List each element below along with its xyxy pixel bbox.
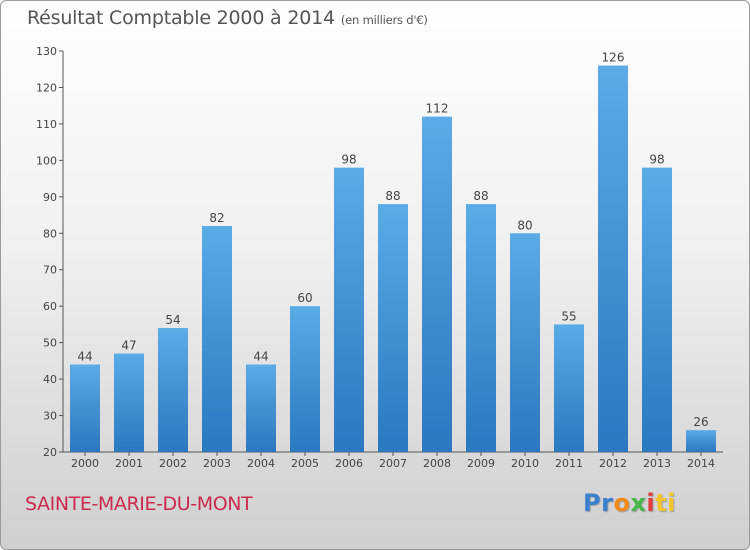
bar-2012 (598, 65, 628, 452)
data-label-2005: 60 (297, 291, 312, 305)
x-tick-label: 2014 (687, 457, 715, 470)
bar-2005 (290, 306, 320, 452)
bar-2013 (642, 167, 672, 452)
y-tick-label: 70 (43, 264, 57, 277)
x-tick-label: 2000 (71, 457, 99, 470)
data-label-2011: 55 (561, 309, 576, 323)
y-tick-label: 90 (43, 191, 57, 204)
y-tick-label: 120 (36, 81, 57, 94)
bar-2001 (114, 353, 144, 452)
y-tick-label: 130 (36, 45, 57, 58)
x-tick-label: 2006 (335, 457, 363, 470)
x-tick-label: 2009 (467, 457, 495, 470)
data-label-2009: 88 (473, 189, 488, 203)
bar-2006 (334, 167, 364, 452)
proxiti-logo: Proxiti (583, 489, 676, 517)
y-tick-label: 110 (36, 118, 57, 131)
data-label-2014: 26 (693, 415, 708, 429)
x-tick-label: 2004 (247, 457, 275, 470)
bar-2008 (422, 116, 452, 453)
x-tick-label: 2003 (203, 457, 231, 470)
data-label-2012: 126 (602, 51, 625, 65)
y-tick-label: 50 (43, 337, 57, 350)
bar-2007 (378, 204, 408, 452)
x-tick-label: 2002 (159, 457, 187, 470)
data-label-2008: 112 (426, 102, 449, 116)
x-tick-label: 2008 (423, 457, 451, 470)
bar-2000 (70, 364, 100, 452)
bar-2014 (686, 430, 716, 452)
data-label-2004: 44 (253, 350, 268, 364)
y-tick-label: 30 (43, 410, 57, 423)
y-tick-label: 80 (43, 227, 57, 240)
x-tick-label: 2005 (291, 457, 319, 470)
data-label-2013: 98 (649, 153, 664, 167)
data-label-2007: 88 (385, 189, 400, 203)
x-tick-label: 2001 (115, 457, 143, 470)
chart-subtitle: (en milliers d'€) (340, 13, 428, 27)
y-tick-label: 60 (43, 300, 57, 313)
bar-2002 (158, 328, 188, 452)
data-label-2006: 98 (341, 153, 356, 167)
x-tick-label: 2007 (379, 457, 407, 470)
bar-2011 (554, 324, 584, 452)
y-tick-label: 40 (43, 373, 57, 386)
chart-title: Résultat Comptable 2000 à 2014 (en millie… (27, 7, 428, 29)
data-label-2000: 44 (77, 350, 92, 364)
data-label-2001: 47 (121, 339, 136, 353)
data-label-2002: 54 (165, 313, 180, 327)
place-name: SAINTE-MARIE-DU-MONT (25, 493, 253, 515)
bar-2003 (202, 225, 232, 452)
bar-2004 (246, 364, 276, 452)
y-tick-label: 20 (43, 446, 57, 459)
x-tick-label: 2013 (643, 457, 671, 470)
x-tick-label: 2012 (599, 457, 627, 470)
x-tick-label: 2011 (555, 457, 583, 470)
y-tick-label: 100 (36, 154, 57, 167)
data-label-2010: 80 (517, 218, 532, 232)
x-tick-label: 2010 (511, 457, 539, 470)
data-label-2003: 82 (209, 211, 224, 225)
chart-title-text: Résultat Comptable 2000 à 2014 (27, 7, 335, 29)
bar-2010 (510, 233, 540, 452)
bar-2009 (466, 204, 496, 452)
